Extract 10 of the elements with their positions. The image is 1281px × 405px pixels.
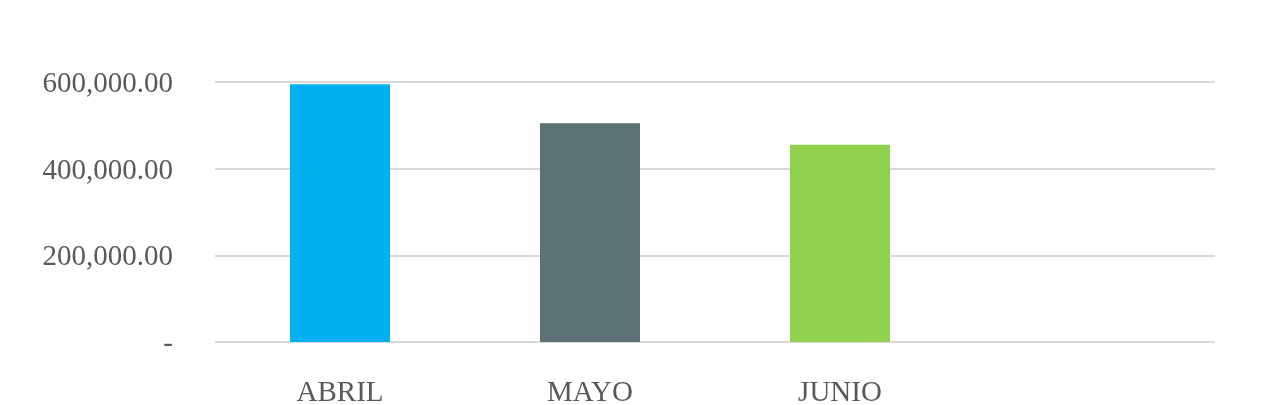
bar xyxy=(540,123,640,342)
y-tick-label: 400,000.00 xyxy=(42,152,173,185)
x-tick-label: JUNIO xyxy=(798,374,882,405)
y-tick-label: - xyxy=(163,326,173,358)
x-tick-label: MAYO xyxy=(547,374,633,405)
y-tick-label: 200,000.00 xyxy=(42,239,173,272)
y-tick-label: 600,000.00 xyxy=(42,66,173,98)
x-tick-label: ABRIL xyxy=(296,374,384,405)
bar xyxy=(290,84,390,342)
bar xyxy=(790,144,890,342)
